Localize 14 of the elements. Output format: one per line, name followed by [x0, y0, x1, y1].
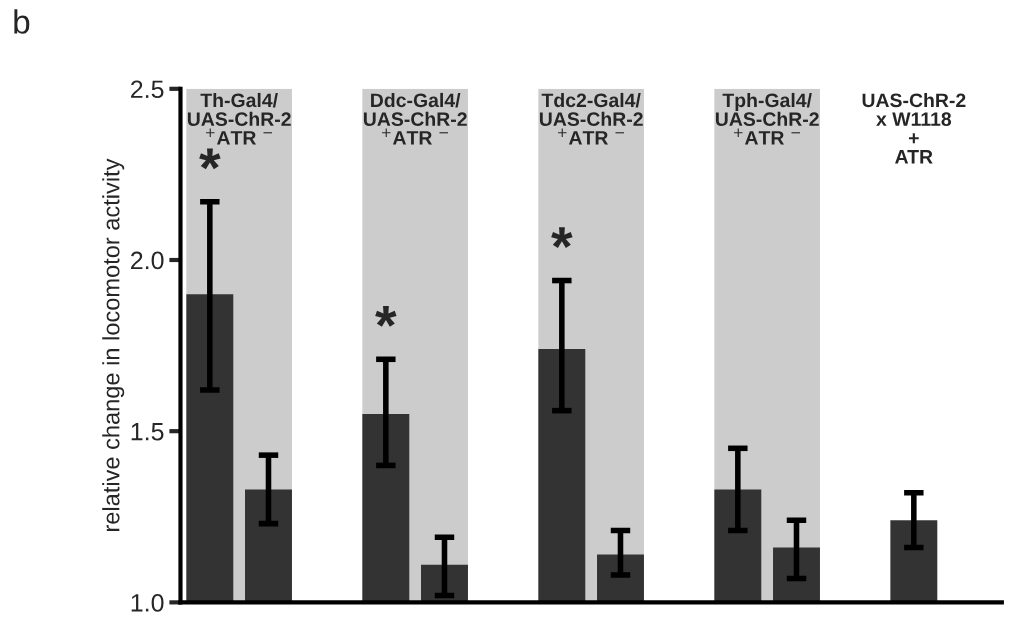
data-label: *: [199, 148, 221, 170]
data-label: *: [375, 306, 397, 327]
annotation: Ddc-Gal4/ UAS-ChR-2 $^{+}$ATR $^{−}$: [363, 92, 467, 145]
data-label: *: [551, 227, 573, 249]
y-tick-label: 1.0: [131, 593, 164, 612]
text: b: [14, 9, 30, 34]
y-axis-title: relative change in locomotor activity: [102, 158, 125, 532]
annotation: Tph-Gal4/ UAS-ChR-2 $^{+}$ATR $^{−}$: [715, 92, 819, 145]
y-tick-label: 2.5: [131, 80, 164, 99]
y-tick-label: 1.5: [131, 423, 164, 441]
annotation: UAS-ChR-2 x W1118 + ATR: [862, 92, 966, 164]
annotation: Tdc2-Gal4/ UAS-ChR-2 $^{+}$ATR $^{−}$: [539, 92, 643, 145]
y-tick-label: 2.0: [131, 251, 164, 270]
annotation: Th-Gal4/ UAS-ChR-2 $^{+}$ATR $^{−}$: [187, 92, 291, 145]
